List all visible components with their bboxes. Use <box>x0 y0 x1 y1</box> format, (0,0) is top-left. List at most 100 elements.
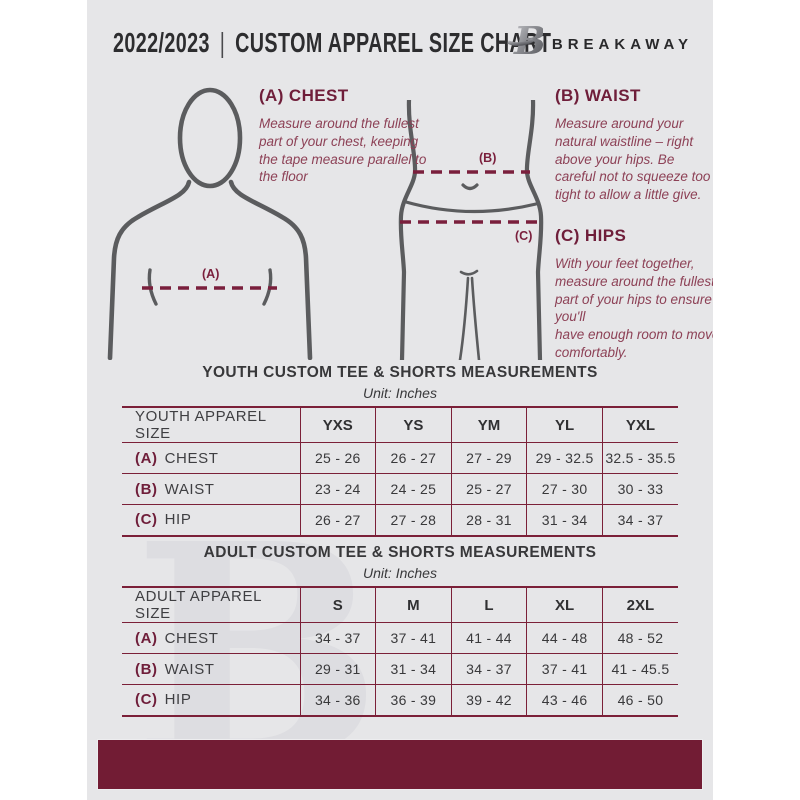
hips-instruction-text: With your feet together, measure around … <box>555 256 713 361</box>
table-cell: 27 - 29 <box>450 442 527 474</box>
figure-navel <box>461 183 479 191</box>
logo-swoosh <box>507 38 534 46</box>
size-ym: YM <box>450 407 527 443</box>
table-cell: 41 - 45.5 <box>601 653 678 685</box>
table-cell: 26 - 27 <box>299 504 376 536</box>
size-xl: XL <box>526 587 603 623</box>
table-header-row: ADULT APPAREL SIZE S M L XL 2XL <box>122 587 678 623</box>
figure-right-side <box>524 100 544 360</box>
adult-hip-label: (C) HIP <box>122 684 300 716</box>
table-cell: 34 - 37 <box>299 622 376 654</box>
table-cell: 46 - 50 <box>601 684 678 716</box>
table-row: (B) WAIST 23 - 24 24 - 25 25 - 27 27 - 30… <box>122 473 678 505</box>
figure-hip-crease <box>404 200 538 214</box>
waist-line-label: (B) <box>479 151 496 165</box>
table-cell: 44 - 48 <box>526 622 603 654</box>
table-cell: 31 - 34 <box>375 653 452 685</box>
row-label: WAIST <box>164 660 215 678</box>
size-yl: YL <box>526 407 603 443</box>
youth-chest-label: (A) CHEST <box>122 442 300 474</box>
row-key: (C) <box>135 511 158 529</box>
size-l: L <box>450 587 527 623</box>
table-cell: 30 - 33 <box>601 473 678 505</box>
row-label: HIP <box>164 691 192 709</box>
adult-waist-label: (B) WAIST <box>122 653 300 685</box>
waist-instruction-text: Measure around your natural waistline – … <box>555 116 711 203</box>
footer-bar <box>98 740 702 789</box>
table-cell: 34 - 36 <box>299 684 376 716</box>
row-key: (C) <box>135 691 158 709</box>
torso-diagram: (A) <box>107 87 313 360</box>
table-cell: 34 - 37 <box>601 504 678 536</box>
row-label: HIP <box>164 511 192 529</box>
youth-table-title: YOUTH CUSTOM TEE & SHORTS MEASUREMENTS <box>202 364 598 381</box>
table-cell: 39 - 42 <box>450 684 527 716</box>
breakaway-logo-icon: B <box>507 20 543 62</box>
table-cell: 29 - 31 <box>299 653 376 685</box>
youth-table-heading: YOUTH CUSTOM TEE & SHORTS MEASUREMENTS U… <box>122 364 678 401</box>
figure-left-side <box>398 100 418 360</box>
adult-table-unit: Unit: Inches <box>363 565 437 581</box>
table-row: (C) HIP 34 - 36 36 - 39 39 - 42 43 - 46 4… <box>122 684 678 716</box>
waist-heading: (B) WAIST <box>555 86 641 105</box>
row-key: (B) <box>135 660 158 678</box>
table-row: (A) CHEST 34 - 37 37 - 41 41 - 44 44 - 48… <box>122 622 678 654</box>
size-yxl: YXL <box>601 407 678 443</box>
table-cell: 27 - 30 <box>526 473 603 505</box>
table-cell: 41 - 44 <box>450 622 527 654</box>
title-divider: | <box>219 26 226 59</box>
table-cell: 34 - 37 <box>450 653 527 685</box>
table-cell: 25 - 26 <box>299 442 376 474</box>
table-cell: 28 - 31 <box>450 504 527 536</box>
brand-name: BREAKAWAY <box>551 35 693 53</box>
table-cell: 27 - 28 <box>375 504 452 536</box>
table-header-row: YOUTH APPAREL SIZE YXS YS YM YL YXL <box>122 407 678 443</box>
table-cell: 25 - 27 <box>450 473 527 505</box>
brand-lockup: B BREAKAWAY <box>507 20 693 62</box>
youth-table-unit: Unit: Inches <box>363 385 437 401</box>
row-key: (B) <box>135 480 158 498</box>
youth-waist-label: (B) WAIST <box>122 473 300 505</box>
table-cell: 24 - 25 <box>375 473 452 505</box>
youth-hip-label: (C) HIP <box>122 504 300 536</box>
row-key: (A) <box>135 449 158 467</box>
table-cell: 48 - 52 <box>601 622 678 654</box>
row-label: CHEST <box>164 449 219 467</box>
chest-instruction-block: (A) CHEST Measure around the fullest par… <box>259 86 437 186</box>
table-row: (A) CHEST 25 - 26 26 - 27 27 - 29 29 - 32… <box>122 442 678 474</box>
chest-instruction-text: Measure around the fullest part of your … <box>259 116 427 185</box>
season-label: 2022/2023 <box>113 26 210 59</box>
hips-line-label: (C) <box>515 229 532 243</box>
table-cell: 29 - 32.5 <box>526 442 603 474</box>
waist-instruction-block: (B) WAIST Measure around your natural wa… <box>555 86 713 204</box>
table-cell: 36 - 39 <box>375 684 452 716</box>
chest-line-label: (A) <box>202 267 219 281</box>
row-key: (A) <box>135 629 158 647</box>
figure-crotch <box>459 269 479 276</box>
hips-instruction-block: (C) HIPS With your feet together, measur… <box>555 226 713 362</box>
table-cell: 23 - 24 <box>299 473 376 505</box>
row-label: WAIST <box>164 480 215 498</box>
youth-size-col-header: YOUTH APPAREL SIZE <box>135 408 267 442</box>
youth-size-table: YOUTH APPAREL SIZE YXS YS YM YL YXL (A) C… <box>122 406 678 537</box>
table-cell: 26 - 27 <box>375 442 452 474</box>
hips-heading: (C) HIPS <box>555 226 627 245</box>
adult-size-table: ADULT APPAREL SIZE S M L XL 2XL (A) CHEST… <box>122 586 678 717</box>
adult-table-title: ADULT CUSTOM TEE & SHORTS MEASUREMENTS <box>203 544 597 561</box>
figure-left-shoulder-arm <box>107 179 192 360</box>
adult-size-col-header: ADULT APPAREL SIZE <box>135 588 262 622</box>
figure-left-inner-leg <box>458 276 470 360</box>
figure-right-inner-leg <box>470 276 481 360</box>
table-cell: 37 - 41 <box>526 653 603 685</box>
table-cell: 43 - 46 <box>526 684 603 716</box>
size-s: S <box>299 587 376 623</box>
adult-table-heading: ADULT CUSTOM TEE & SHORTS MEASUREMENTS U… <box>122 544 678 581</box>
adult-chest-label: (A) CHEST <box>122 622 300 654</box>
size-yxs: YXS <box>299 407 376 443</box>
chest-heading: (A) CHEST <box>259 86 349 105</box>
size-2xl: 2XL <box>601 587 678 623</box>
table-row: (C) HIP 26 - 27 27 - 28 28 - 31 31 - 34 3… <box>122 504 678 536</box>
chart-title: CUSTOM APPAREL SIZE CHART <box>235 26 552 59</box>
figure-right-shoulder-arm <box>228 179 313 360</box>
